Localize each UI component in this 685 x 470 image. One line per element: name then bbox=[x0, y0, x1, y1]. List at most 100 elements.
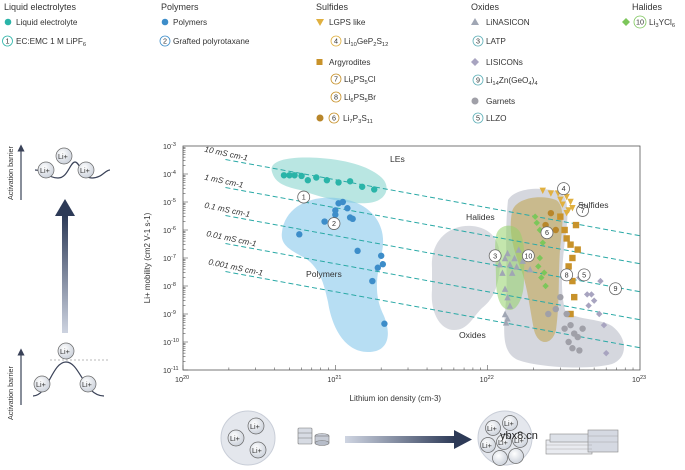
legend-num-9: 9 bbox=[476, 76, 480, 85]
callout-label-4: 4 bbox=[562, 184, 566, 193]
point-lgps-like-7 bbox=[567, 198, 574, 206]
legend-liquid: Liquid electrolytes Liquid electrolyte 1… bbox=[2, 2, 86, 48]
activation-barrier-label-bottom: Activation barrier bbox=[6, 365, 15, 420]
ion-label-b: Li+ bbox=[58, 152, 68, 161]
point-li3ycl6-0 bbox=[531, 213, 539, 220]
activation-barrier-label-top: Activation barrier bbox=[6, 145, 15, 200]
point-argyrodites-3 bbox=[567, 241, 574, 248]
ion-icon-b bbox=[55, 147, 73, 165]
legend-label-li6ps5cl: Li6PS5Cl bbox=[344, 75, 376, 86]
point-polymers-10 bbox=[369, 277, 376, 285]
callout-label-2: 2 bbox=[332, 219, 336, 228]
point-linasicon-7 bbox=[511, 254, 518, 262]
legend-label-li3ycl6: Li3YCl6 bbox=[649, 18, 675, 29]
legend-heading-polymers: Polymers bbox=[161, 2, 199, 12]
point-argyrodites-7 bbox=[571, 293, 578, 301]
ion-icon-n bbox=[512, 432, 528, 448]
point-li3ycl6-7 bbox=[542, 282, 549, 290]
ion-icon-c bbox=[77, 161, 95, 179]
point-lisicons-2 bbox=[585, 302, 592, 309]
legend-num-3: 3 bbox=[476, 37, 480, 46]
legend-label-lisicons: LISICONs bbox=[486, 58, 523, 67]
point-liquid-electrolyte-3 bbox=[298, 172, 305, 180]
point-garnets-7 bbox=[574, 333, 581, 341]
ion-label-i: Li+ bbox=[252, 446, 262, 455]
legend-num-8: 8 bbox=[334, 93, 338, 102]
legend-label-polyrotaxane: Grafted polyrotaxane bbox=[173, 37, 250, 46]
callout-icon-6 bbox=[328, 112, 340, 124]
callout-circle-2 bbox=[327, 217, 341, 230]
point-linasicon-2 bbox=[499, 269, 506, 276]
point-garnets-4 bbox=[565, 338, 572, 346]
point-lisicons-8 bbox=[597, 277, 604, 285]
legend-label-li14zn: Li14Zn(GeO4)4 bbox=[486, 76, 538, 87]
point-li3ycl6-1 bbox=[533, 219, 540, 227]
li7p3s11-marker-icon bbox=[316, 114, 324, 122]
horizontal-arrow-head-icon bbox=[454, 430, 472, 449]
legend-label-llzo: LLZO bbox=[486, 114, 506, 123]
ion-icon-i bbox=[249, 441, 267, 459]
legend: Liquid electrolytes Liquid electrolyte 1… bbox=[2, 2, 675, 125]
point-li3ycl6-8 bbox=[535, 263, 542, 270]
point-polymers-11 bbox=[374, 264, 381, 271]
callout-icon-3 bbox=[472, 35, 484, 47]
ion-icon-a bbox=[37, 161, 55, 179]
nasicon-marker-icon bbox=[471, 18, 479, 25]
y-tick-label: 10-8 bbox=[163, 282, 176, 291]
point-lgps-like-0 bbox=[539, 187, 546, 195]
y-tick-label: 10-5 bbox=[163, 198, 176, 207]
point-liquid-electrolyte-10 bbox=[371, 186, 378, 193]
ion-label-g: Li+ bbox=[230, 434, 240, 443]
ion-icon-l bbox=[480, 437, 496, 453]
point-linasicon-11 bbox=[526, 265, 534, 273]
ion-icon-g bbox=[227, 429, 245, 447]
legend-label-li10gep2s12: Li10GeP2S12 bbox=[344, 37, 388, 48]
ion-label-l: Li+ bbox=[482, 441, 492, 450]
ion-icon-k bbox=[502, 415, 518, 431]
left-panel: Activation barrier Li+ Li+ Li+ Activatio… bbox=[6, 144, 111, 420]
legend-label-li7p3s11: Li7P3S11 bbox=[343, 114, 373, 125]
ion-label-d: Li+ bbox=[36, 380, 46, 389]
legend-heading-sulfides: Sulfides bbox=[316, 2, 349, 12]
point-li3ycl6-2 bbox=[536, 226, 544, 234]
garnet-marker-icon bbox=[471, 97, 479, 105]
point-garnets-5 bbox=[569, 345, 576, 352]
region-label-0: LEs bbox=[390, 154, 405, 164]
legend-label-latp: LATP bbox=[486, 37, 506, 46]
point-garnets-10 bbox=[552, 305, 559, 313]
legend-heading-oxides: Oxides bbox=[471, 2, 500, 12]
ion-icon-p bbox=[508, 448, 524, 464]
callout-circle-10 bbox=[521, 249, 535, 263]
callout-label-10: 10 bbox=[524, 251, 532, 260]
point-lgps-like-5 bbox=[563, 193, 570, 201]
callout-label-1: 1 bbox=[302, 193, 306, 202]
point-argyrodites-9 bbox=[572, 221, 580, 229]
legend-halides: Halides 10 Li3YCl6 bbox=[622, 2, 675, 29]
ion-icon-f bbox=[79, 375, 97, 393]
point-argyrodites-5 bbox=[565, 263, 572, 270]
ion-label-f: Li+ bbox=[82, 380, 92, 389]
point-argyrodites-8 bbox=[567, 310, 574, 318]
legend-num-10: 10 bbox=[636, 18, 644, 27]
point-linasicon-15 bbox=[501, 310, 509, 318]
point-polymers-5 bbox=[339, 198, 347, 206]
numbered-callouts: 1 2 3 4 5 6 7 8 9 10 bbox=[297, 182, 622, 296]
point-linasicon-8 bbox=[513, 263, 520, 270]
point-linasicon-4 bbox=[504, 249, 511, 257]
legend-heading-liquid: Liquid electrolytes bbox=[4, 2, 77, 12]
callout-circle-1 bbox=[297, 190, 311, 204]
point-polymers-13 bbox=[379, 261, 387, 268]
conductivity-label-4: 0.001 mS cm-1 bbox=[208, 257, 264, 277]
point-argyrodites-1 bbox=[561, 226, 568, 234]
point-lisicons-3 bbox=[588, 291, 595, 298]
point-li3ycl6-5 bbox=[540, 269, 548, 276]
point-garnets-2 bbox=[567, 321, 574, 329]
point-lisicons-6 bbox=[600, 321, 608, 329]
region-label-3: Sulfides bbox=[578, 200, 609, 210]
ion-label-e: Li+ bbox=[60, 347, 70, 356]
callout-icon-9 bbox=[472, 74, 484, 86]
ion-label-m: Li+ bbox=[498, 438, 508, 447]
legend-num-5: 5 bbox=[476, 114, 480, 123]
point-polymers-0 bbox=[296, 231, 303, 238]
